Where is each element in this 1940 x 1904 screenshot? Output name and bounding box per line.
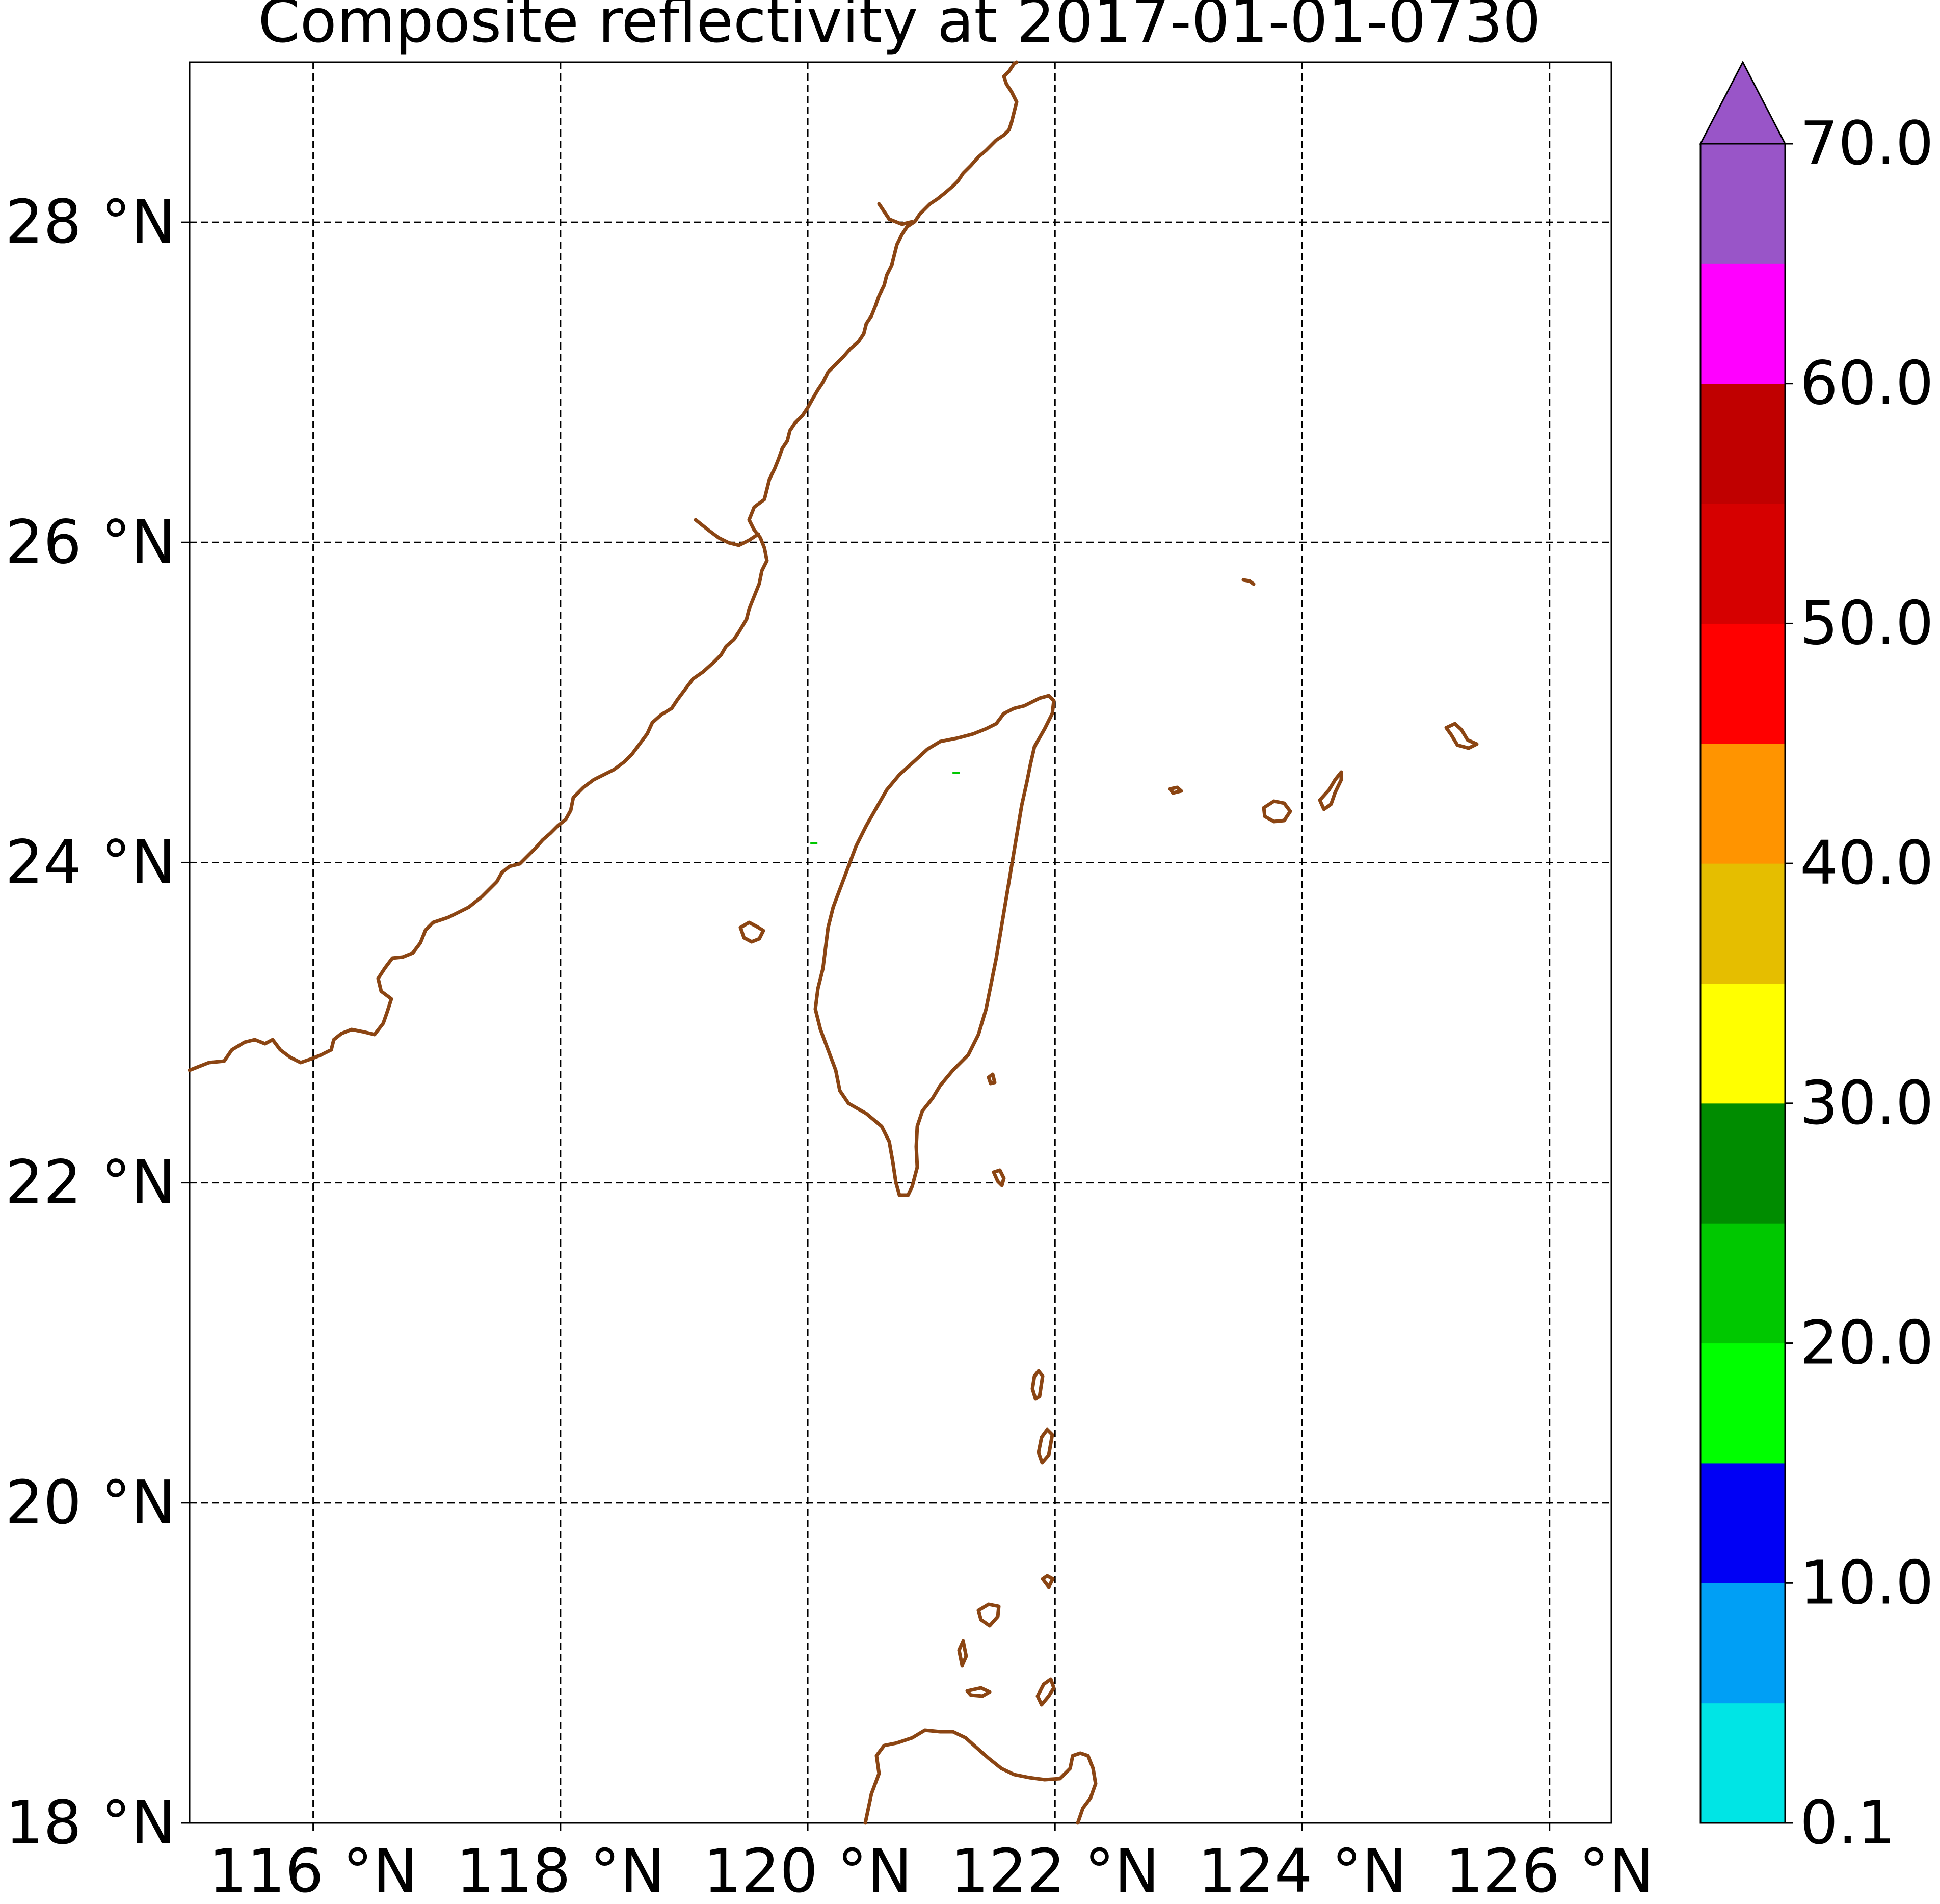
lat-tick-labels: 18 °N 20 °N 22 °N 24 °N 26 °N 28 °N xyxy=(5,187,190,1858)
lat-tick-label: 20 °N xyxy=(5,1467,176,1538)
china-coastline xyxy=(188,60,1019,1072)
colorbar-tick-label: 70.0 xyxy=(1800,108,1934,178)
colorbar-tick-label: 30.0 xyxy=(1800,1068,1934,1138)
penghu-islands xyxy=(738,920,765,944)
colorbar-tick-label: 0.1 xyxy=(1800,1787,1896,1858)
colorbar-segment xyxy=(1700,1223,1785,1344)
map-title: Composite reflectivity at 2017-01-01-073… xyxy=(258,0,1541,56)
gridlines xyxy=(190,62,1611,1824)
lon-tick-label: 120 °N xyxy=(703,1836,912,1904)
lon-tick-label: 122 °N xyxy=(950,1836,1159,1904)
fujian-inlet xyxy=(694,518,760,547)
miyako-island xyxy=(1444,722,1479,750)
colorbar-tick-label: 20.0 xyxy=(1800,1308,1934,1378)
map-frame xyxy=(189,61,1612,1824)
batanes-islands xyxy=(1030,1369,1054,1465)
lat-tick-label: 28 °N xyxy=(5,187,176,257)
orchid-island xyxy=(992,1168,1006,1187)
map-panel xyxy=(188,60,1612,1825)
radar-echoes xyxy=(810,772,960,844)
colorbar-segment xyxy=(1700,1703,1785,1823)
colorbar-tick-label: 40.0 xyxy=(1800,828,1934,898)
radar-echo xyxy=(810,842,818,844)
colorbar-segment xyxy=(1700,863,1785,984)
colorbar-segment xyxy=(1700,743,1785,864)
lat-tick-label: 18 °N xyxy=(5,1787,176,1858)
coastlines xyxy=(188,60,1479,1825)
colorbar-segment xyxy=(1700,144,1785,264)
lon-tick-label: 116 °N xyxy=(209,1836,418,1904)
colorbar-frame xyxy=(1699,143,1786,1824)
radar-echo xyxy=(952,772,960,774)
small-island-east xyxy=(1241,578,1256,586)
green-island xyxy=(987,1072,997,1086)
lat-tick-label: 26 °N xyxy=(5,507,176,577)
lon-tick-label: 124 °N xyxy=(1198,1836,1406,1904)
colorbar-segment xyxy=(1700,263,1785,384)
yaeyama-islands xyxy=(1262,799,1292,824)
colorbar-tick-label: 50.0 xyxy=(1800,588,1934,658)
colorbar-segment xyxy=(1700,1343,1785,1464)
colorbar-extend-arrow xyxy=(1699,60,1787,145)
colorbar-tick-label: 10.0 xyxy=(1800,1547,1934,1618)
colorbar-segment xyxy=(1700,1583,1785,1704)
colorbar-segments xyxy=(1700,144,1785,1823)
colorbar-segment xyxy=(1700,1103,1785,1224)
colorbar-segment xyxy=(1700,623,1785,744)
lon-tick-label: 126 °N xyxy=(1445,1836,1654,1904)
lat-tick-label: 22 °N xyxy=(5,1147,176,1218)
taiwan-island xyxy=(813,694,1056,1197)
colorbar-segment xyxy=(1700,504,1785,624)
babuyan-islands xyxy=(957,1574,1056,1707)
ishigaki-island xyxy=(1318,770,1343,811)
luzon-coastline xyxy=(863,1728,1098,1825)
yonaguni-island xyxy=(1168,785,1183,795)
colorbar-tick-label: 60.0 xyxy=(1800,348,1934,418)
colorbar: 0.1 10.0 20.0 30.0 40.0 50.0 60.0 70.0 xyxy=(1699,60,1934,1858)
colorbar-tick-labels: 0.1 10.0 20.0 30.0 40.0 50.0 60.0 70.0 xyxy=(1785,108,1934,1858)
colorbar-segment xyxy=(1700,983,1785,1104)
colorbar-segment xyxy=(1700,1463,1785,1583)
colorbar-segment xyxy=(1700,383,1785,504)
lon-tick-labels: 116 °N 118 °N 120 °N 122 °N 124 °N 126 °N xyxy=(209,1823,1654,1904)
zhejiang-inlet xyxy=(877,202,914,226)
lon-tick-label: 118 °N xyxy=(456,1836,665,1904)
lat-tick-label: 24 °N xyxy=(5,827,176,897)
